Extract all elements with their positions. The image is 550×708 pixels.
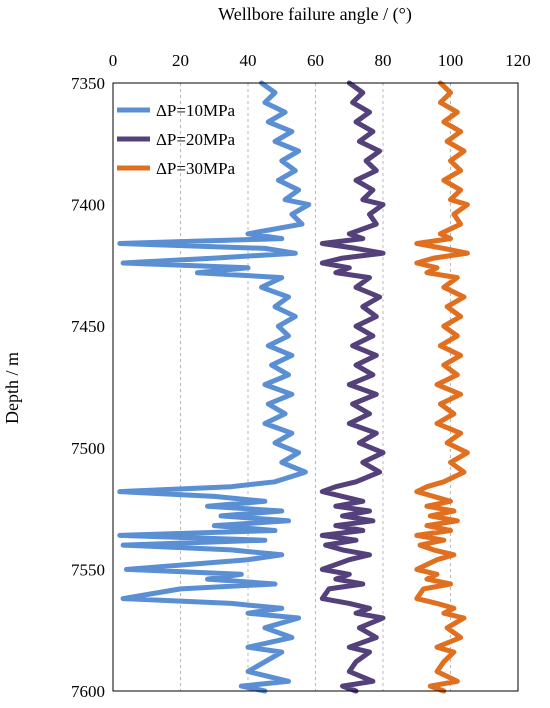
legend-label-1: ΔP=20MPa: [156, 130, 236, 149]
x-tick-label-3: 60: [307, 51, 324, 70]
legend-label-0: ΔP=10MPa: [156, 101, 236, 120]
legend-label-2: ΔP=30MPa: [156, 159, 236, 178]
legend: ΔP=10MPa ΔP=20MPa ΔP=30MPa: [117, 101, 236, 178]
y-tick-label-0: 7350: [71, 74, 105, 93]
y-tick-label-5: 7600: [71, 682, 105, 701]
y-tick-label-4: 7550: [71, 560, 105, 579]
x-axis-title: Wellbore failure angle / (°): [218, 4, 412, 25]
x-tick-label-0: 0: [109, 51, 118, 70]
x-tick-label-5: 100: [438, 51, 464, 70]
y-tick-label-2: 7450: [71, 317, 105, 336]
plot-frame: [112, 82, 519, 692]
series-line-2: [414, 80, 470, 694]
x-tick-label-2: 40: [240, 51, 257, 70]
series-line-1: [319, 80, 386, 694]
y-axis-title: Depth / m: [2, 352, 22, 424]
x-tick-label-6: 120: [505, 51, 531, 70]
y-tick-labels: 7350 7400 7450 7500 7550 7600: [71, 74, 105, 701]
series-line-0: [117, 80, 312, 694]
x-tick-label-4: 80: [375, 51, 392, 70]
series-layer: [117, 80, 470, 694]
x-tick-labels: 0 20 40 60 80 100 120: [109, 51, 531, 70]
y-tick-label-1: 7400: [71, 196, 105, 215]
y-tick-label-3: 7500: [71, 439, 105, 458]
x-tick-label-1: 20: [172, 51, 189, 70]
